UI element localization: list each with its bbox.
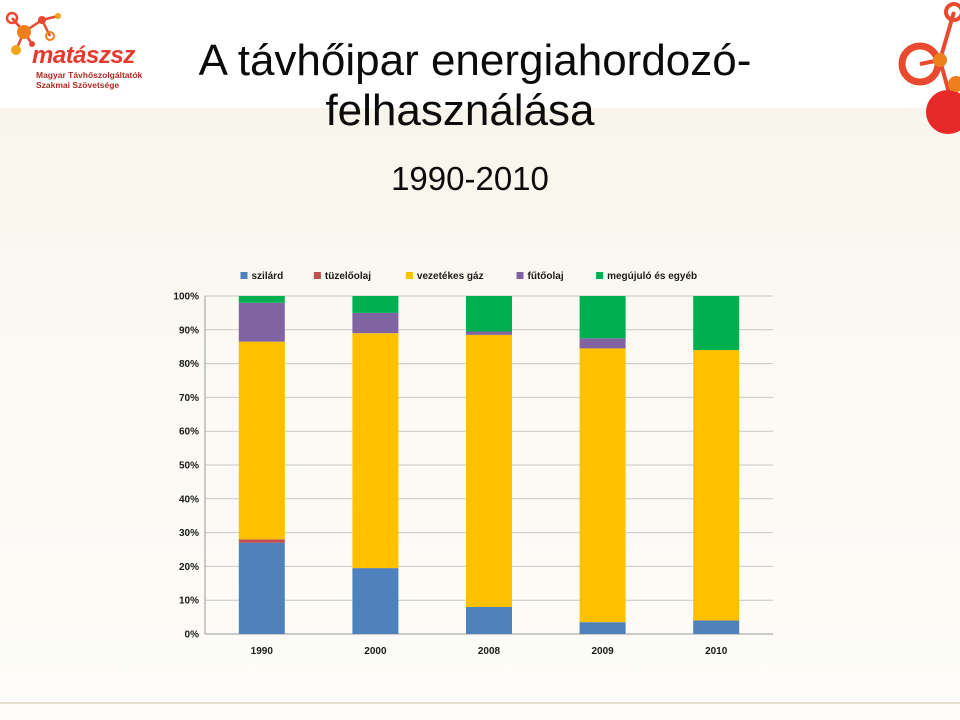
y-tick-label: 90% — [179, 325, 199, 336]
legend-label: tüzelőolaj — [325, 271, 371, 282]
bar-segment — [238, 542, 285, 634]
page-title-line1: A távhőipar energiahordozó- — [198, 36, 752, 85]
bar-segment — [466, 606, 512, 634]
bar-segment — [693, 620, 740, 634]
logo-wordmark: matászsz — [32, 42, 135, 69]
matasz-logo: matászsz Magyar Távhőszolgáltatók Szakma… — [2, 4, 152, 90]
x-tick-label: 1990 — [251, 646, 274, 657]
legend-label: vezetékes gáz — [417, 271, 484, 282]
chart-legend: szilárd tüzelőolaj vezetékes gáz fűtőolaj me… — [240, 271, 697, 282]
legend-label: megújuló és egyéb — [607, 271, 697, 282]
page-title: A távhőipar energiahordozó- felhasználás… — [0, 36, 960, 136]
bar-segment — [579, 296, 626, 339]
x-tick-label: 2008 — [478, 646, 501, 657]
legend-swatch — [516, 272, 524, 279]
corner-molecule-icon — [898, 2, 960, 134]
y-tick-label: 60% — [179, 427, 199, 438]
legend-swatch — [240, 272, 248, 279]
bar-segment — [352, 333, 399, 569]
x-axis: 1990 2000 2008 2009 2010 — [251, 646, 728, 657]
y-tick-label: 30% — [179, 528, 199, 539]
bar-segment — [579, 622, 626, 634]
bar-segment — [579, 348, 626, 623]
legend-swatch — [313, 272, 321, 279]
bar-segment — [693, 296, 740, 351]
footer-divider — [0, 702, 960, 704]
y-tick-label: 0% — [185, 630, 200, 641]
y-tick-label: 10% — [179, 596, 199, 607]
y-tick-label: 50% — [179, 461, 199, 472]
bar-segment — [238, 341, 285, 540]
bar-segment — [352, 296, 399, 313]
y-tick-label: 70% — [179, 393, 199, 404]
y-axis: 0% 10% 20% 30% 40% 50% 60% 70% 80% 90% 100% — [173, 292, 206, 641]
bar-segment — [352, 312, 399, 334]
bar-segment — [693, 350, 740, 621]
bar-segment — [238, 539, 285, 543]
logo-subtitle-line2: Szakmai Szövetsége — [36, 80, 120, 90]
bar-segment — [238, 302, 285, 342]
legend-label: fűtőolaj — [528, 271, 564, 282]
legend-label: szilárd — [252, 271, 284, 282]
page-title-line2: felhasználása — [325, 86, 595, 135]
bar-segment — [352, 568, 399, 634]
legend-swatch — [596, 272, 604, 279]
x-tick-label: 2000 — [364, 646, 387, 657]
x-tick-label: 2010 — [705, 646, 728, 657]
bar-segment — [238, 296, 285, 303]
bar-segment — [466, 296, 512, 332]
bar-segment — [466, 331, 512, 335]
y-tick-label: 80% — [179, 359, 199, 370]
x-tick-label: 2009 — [591, 646, 614, 657]
bar-segment — [579, 338, 626, 349]
y-tick-label: 20% — [179, 562, 199, 573]
legend-swatch — [405, 272, 413, 279]
bar-segment — [466, 334, 512, 607]
y-tick-label: 100% — [173, 292, 199, 303]
logo-subtitle-line1: Magyar Távhőszolgáltatók — [36, 70, 143, 80]
page-subtitle: 1990-2010 — [391, 160, 549, 197]
molecule-logo-icon — [5, 11, 61, 55]
chart-bars — [238, 296, 740, 634]
y-tick-label: 40% — [179, 494, 199, 505]
header-band — [0, 0, 960, 108]
